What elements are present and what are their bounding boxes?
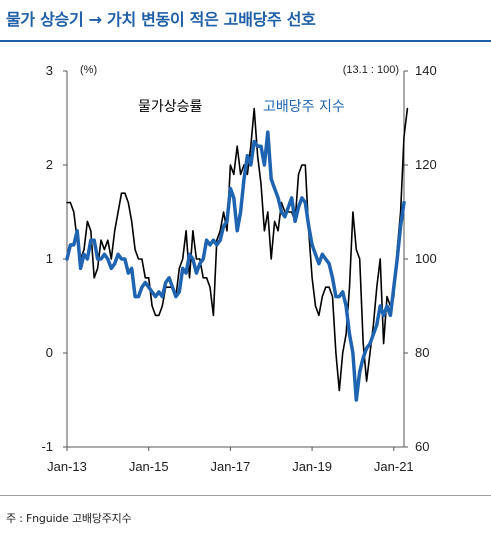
x-tick-label: Jan-21 xyxy=(374,459,414,474)
left-tick-label: 3 xyxy=(46,63,53,78)
legend: 물가상승률 고배당주 지수 xyxy=(138,99,345,115)
chart-title: 물가 상승기 → 가치 변동이 적은 고배당주 선호 xyxy=(6,10,316,29)
title-divider xyxy=(0,40,491,42)
x-tick-label: Jan-19 xyxy=(292,459,332,474)
footnote: 주 : Fnguide 고배당주지수 xyxy=(6,512,132,525)
x-tick-label: Jan-15 xyxy=(129,459,169,474)
left-tick-label: -1 xyxy=(41,439,53,454)
legend-label: 고배당주 지수 xyxy=(263,99,345,115)
right-axis-ticks: 140 120 100 80 60 xyxy=(404,63,437,454)
dividend-index-line xyxy=(65,130,406,402)
left-tick-label: 1 xyxy=(46,251,53,266)
x-tick-label: Jan-17 xyxy=(211,459,251,474)
right-tick-label: 100 xyxy=(415,251,437,266)
series-lines xyxy=(65,107,409,402)
inflation-rate-line xyxy=(66,107,409,392)
right-tick-label: 120 xyxy=(415,157,437,172)
right-axis-unit: (13.1 : 100) xyxy=(343,64,399,76)
right-tick-label: 140 xyxy=(415,63,437,78)
left-axis-ticks: 3 2 1 0 -1 xyxy=(41,63,67,454)
right-tick-label: 80 xyxy=(415,345,429,360)
right-tick-label: 60 xyxy=(415,439,429,454)
legend-label: 물가상승률 xyxy=(138,99,203,115)
left-axis-unit: (%) xyxy=(80,64,97,76)
x-axis-ticks: Jan-13 Jan-15 Jan-17 Jan-19 Jan-21 xyxy=(47,447,414,474)
left-tick-label: 0 xyxy=(46,345,53,360)
x-tick-label: Jan-13 xyxy=(47,459,87,474)
left-tick-label: 2 xyxy=(46,157,53,172)
footnote-divider xyxy=(0,495,491,496)
